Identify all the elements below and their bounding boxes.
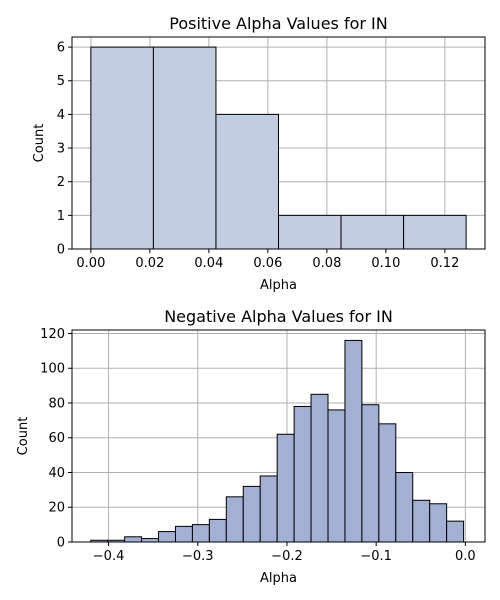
pos-bar-3 (278, 214, 342, 250)
neg-bar-3 (141, 538, 160, 543)
neg-bar-8 (225, 496, 244, 543)
neg-bar-21 (446, 520, 465, 543)
pos-bar-2 (215, 113, 280, 250)
neg-xtick-label-0: −0.4 (93, 549, 125, 564)
pos-axes-frame (71, 36, 486, 250)
pos-x-axis-label: Alpha (260, 278, 297, 293)
pos-xtick-label-3: 0.06 (253, 256, 282, 271)
pos-bar-0 (90, 46, 154, 250)
positive-alpha-histogram: 0.00 0.02 0.04 0.06 0.08 0.10 0.12 0 1 2 3 4 5 6 Posit… (32, 14, 486, 293)
pos-ytick-label-1: 1 (57, 209, 65, 224)
neg-bar-20 (429, 503, 448, 543)
neg-ytick-label-5: 100 (40, 362, 65, 377)
neg-bar-10 (259, 475, 278, 543)
neg-x-axis-label: Alpha (260, 571, 297, 586)
pos-ytick-label-3: 3 (57, 142, 65, 157)
neg-ytick-label-6: 120 (40, 327, 65, 342)
neg-bar-9 (242, 485, 261, 543)
neg-bar-6 (191, 524, 210, 543)
neg-bar-15 (344, 339, 363, 543)
pos-ytick-label-6: 6 (57, 41, 65, 56)
neg-bar-19 (412, 499, 431, 543)
neg-ytick-label-2: 40 (48, 466, 65, 481)
neg-bar-2 (124, 536, 143, 543)
negative-alpha-histogram: −0.4 −0.3 −0.2 −0.1 0.0 0 20 40 60 80 100 120 Negati… (16, 307, 486, 586)
neg-ytick-label-4: 80 (48, 396, 65, 411)
pos-xtick-label-0: 0.00 (76, 256, 105, 271)
neg-bar-18 (395, 471, 414, 543)
neg-chart-title: Negative Alpha Values for IN (164, 307, 393, 326)
neg-xtick-label-1: −0.3 (182, 549, 214, 564)
neg-xtick-label-4: 0.0 (455, 549, 476, 564)
neg-bar-4 (158, 531, 176, 543)
neg-bar-11 (276, 433, 295, 543)
pos-xtick-label-5: 0.10 (371, 256, 400, 271)
pos-ytick-label-4: 4 (57, 108, 65, 123)
neg-xtick-label-2: −0.2 (271, 549, 303, 564)
neg-bar-12 (293, 405, 312, 543)
pos-bar-5 (403, 214, 467, 250)
pos-ytick-label-0: 0 (57, 243, 65, 258)
pos-bar-1 (152, 46, 217, 250)
pos-bar-4 (340, 214, 405, 250)
neg-ytick-label-1: 20 (48, 501, 65, 516)
pos-xtick-label-4: 0.08 (312, 256, 341, 271)
pos-ytick-label-2: 2 (57, 175, 65, 190)
neg-y-axis-label: Count (16, 417, 31, 456)
pos-chart-title: Positive Alpha Values for IN (169, 14, 387, 33)
neg-ytick-label-0: 0 (57, 536, 65, 551)
pos-ytick-label-5: 5 (57, 74, 65, 89)
pos-xtick-label-6: 0.12 (430, 256, 459, 271)
neg-bar-7 (208, 518, 227, 543)
neg-xtick-label-3: −0.1 (360, 549, 392, 564)
pos-y-axis-label: Count (32, 124, 47, 163)
neg-bar-17 (378, 423, 397, 543)
neg-bar-5 (174, 525, 193, 543)
neg-axes-frame (71, 329, 486, 543)
pos-xtick-label-2: 0.04 (194, 256, 223, 271)
neg-ytick-label-3: 60 (48, 431, 65, 446)
neg-bar-13 (310, 393, 329, 543)
neg-bar-14 (327, 409, 346, 543)
pos-xtick-label-1: 0.02 (135, 256, 164, 271)
neg-bar-16 (361, 404, 380, 543)
